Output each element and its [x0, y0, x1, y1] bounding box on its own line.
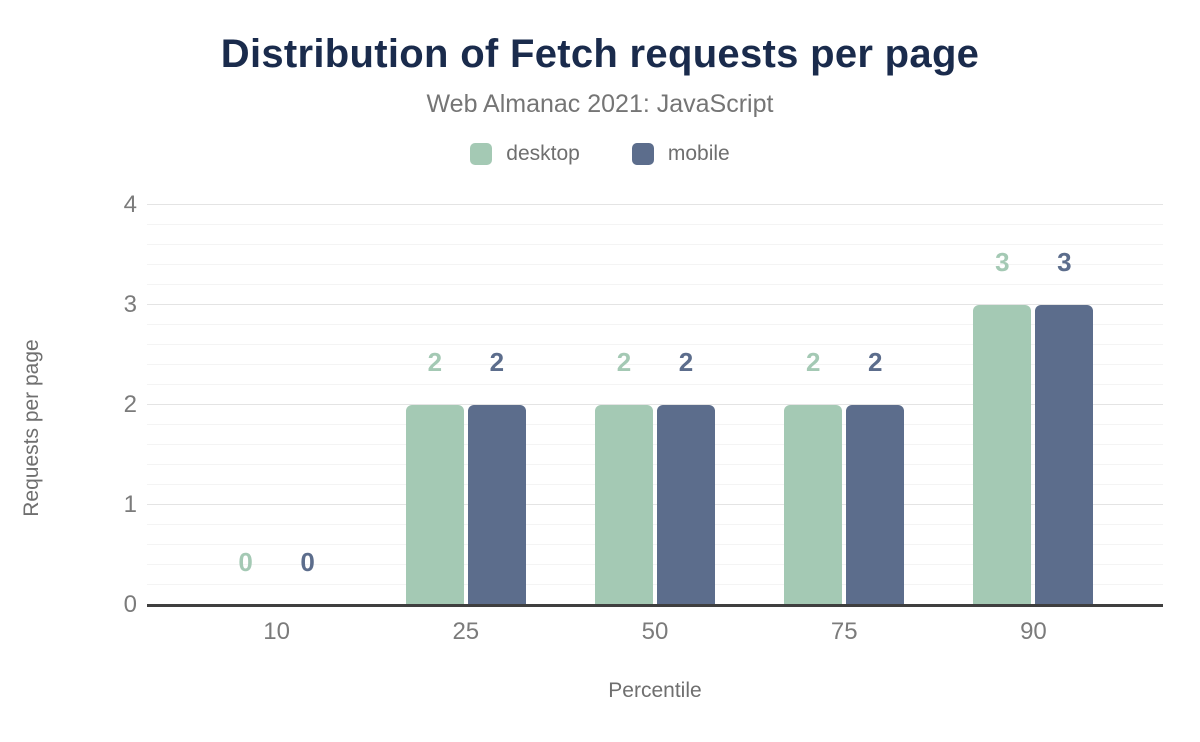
bar-mobile-p25[interactable]: [467, 405, 526, 605]
bar-value-label: 2: [616, 347, 632, 377]
x-tick-label: 50: [641, 618, 669, 645]
legend-label-desktop: desktop: [506, 142, 580, 165]
chart-subtitle: Web Almanac 2021: JavaScript: [426, 90, 774, 118]
bar-value-label: 3: [1057, 247, 1072, 277]
bar-value-label: 0: [300, 547, 315, 577]
bar-mobile-p75[interactable]: [846, 405, 905, 605]
bar-slot: 0: [279, 205, 337, 605]
y-tick-label: 1: [123, 491, 137, 518]
bar-slot: 2: [846, 205, 905, 605]
bar-desktop-p75[interactable]: [784, 405, 843, 605]
y-tick-label: 2: [123, 391, 137, 418]
bar-slot: 2: [467, 205, 526, 605]
minor-gridline: [147, 464, 1163, 465]
minor-gridline: [147, 244, 1163, 245]
mobile-swatch-icon: [631, 143, 654, 165]
bar-slot: 2: [405, 205, 464, 605]
minor-gridline: [147, 424, 1163, 425]
bar-slot: 2: [595, 205, 653, 605]
bar-value-label: 3: [995, 247, 1010, 277]
x-axis-title: Percentile: [608, 679, 702, 702]
minor-gridline: [147, 484, 1163, 485]
major-gridline: [147, 204, 1163, 205]
bar-desktop-p90[interactable]: [973, 305, 1032, 605]
bar-value-label: 2: [678, 347, 694, 377]
y-tick-label: 4: [123, 191, 137, 218]
legend-item-mobile[interactable]: mobile: [631, 142, 730, 166]
bar-slot: 3: [973, 205, 1032, 605]
minor-gridline: [147, 364, 1163, 365]
minor-gridline: [147, 444, 1163, 445]
bar-mobile-p90[interactable]: [1035, 305, 1094, 605]
bar-value-label: 2: [867, 347, 883, 377]
minor-gridline: [147, 544, 1163, 545]
x-tick-label: 25: [452, 618, 480, 645]
minor-gridline: [147, 344, 1163, 345]
x-tick-label: 75: [830, 618, 858, 645]
minor-gridline: [147, 224, 1163, 225]
minor-gridline: [147, 524, 1163, 525]
legend-item-desktop[interactable]: desktop: [470, 142, 580, 166]
legend-label-mobile: mobile: [667, 142, 730, 165]
minor-gridline: [147, 564, 1163, 565]
bar-value-label: 2: [489, 347, 505, 377]
legend: desktop mobile: [0, 142, 1200, 166]
x-axis-line: [147, 604, 1163, 607]
minor-gridline: [147, 264, 1163, 265]
minor-gridline: [147, 584, 1163, 585]
bar-slot: 2: [657, 205, 715, 605]
bar-value-label: 2: [805, 347, 821, 377]
x-tick-label: 10: [263, 618, 290, 645]
bar-value-label: 2: [427, 347, 443, 377]
major-gridline: [147, 304, 1163, 305]
bar-desktop-p25[interactable]: [405, 405, 464, 605]
y-tick-label: 3: [123, 291, 137, 318]
minor-gridline: [147, 284, 1163, 285]
bar-slot: 3: [1035, 205, 1094, 605]
bar-value-label: 0: [238, 547, 253, 577]
minor-gridline: [147, 324, 1163, 325]
desktop-swatch-icon: [470, 143, 493, 165]
minor-gridline: [147, 384, 1163, 385]
y-tick-labels: 0 1 2 3 4: [0, 193, 137, 617]
x-tick-label: 90: [1020, 618, 1047, 645]
chart-title: Distribution of Fetch requests per page: [220, 32, 980, 76]
bar-desktop-p50[interactable]: [595, 405, 653, 605]
bar-slot: 0: [217, 205, 275, 605]
major-gridline: [147, 504, 1163, 505]
bar-mobile-p50[interactable]: [657, 405, 715, 605]
x-tick-labels: 10 25 50 75 90: [147, 618, 1163, 646]
y-tick-label: 0: [123, 591, 137, 618]
major-gridline: [147, 404, 1163, 405]
bar-slot: 2: [784, 205, 843, 605]
